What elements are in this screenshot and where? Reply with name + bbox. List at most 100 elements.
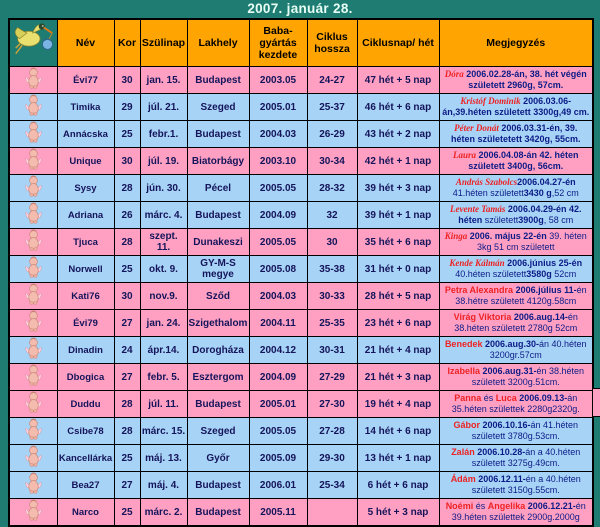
cell-ciklusnap-het: 46 hét + 6 nap bbox=[356, 93, 440, 122]
baby-name: Gábor bbox=[453, 420, 480, 431]
col-header-babagyartas: Baba-gyártás kezdete bbox=[248, 18, 308, 68]
cell-ciklusnap-het: 6 hét + 6 nap bbox=[356, 471, 440, 500]
cell-szulinap: febr. 5. bbox=[139, 363, 188, 392]
cell-ciklus-hossza: 27-30 bbox=[306, 390, 358, 419]
cell-megjegyzes: Noémi és Angelika 2006.12.21-én 39.héten… bbox=[438, 498, 594, 527]
cell-megjegyzes: Levente Tamás 2006.04.29-én 42. héten sz… bbox=[438, 201, 594, 230]
cell-nev: Unique bbox=[56, 147, 115, 176]
cell-babagyartas: 2005.05 bbox=[248, 228, 308, 257]
cell-ciklus-hossza: 24-27 bbox=[306, 66, 358, 95]
baby-name: Péter Donát bbox=[454, 123, 499, 134]
cherub-baby-icon bbox=[8, 363, 58, 392]
cell-lakhely: Pécel bbox=[186, 174, 250, 203]
col-header-lakhely: Lakhely bbox=[186, 18, 250, 68]
cell-nev: Tjuca bbox=[56, 228, 115, 257]
cell-szulinap: márc. 15. bbox=[139, 417, 188, 446]
note-text: án 35.héten születtek 2280g2320g. bbox=[451, 393, 580, 415]
babies-table: Név Kor Szülinap Lakhely Baba-gyártás ke… bbox=[8, 18, 594, 527]
cell-ciklus-hossza: 30-31 bbox=[306, 336, 358, 365]
note-text: 2006.04.29-én 42. héten bbox=[458, 204, 582, 226]
cell-lakhely: Dorogháza bbox=[186, 336, 250, 365]
cell-ciklus-hossza: 25-34 bbox=[306, 471, 358, 500]
cell-ciklusnap-het: 23 hét + 6 nap bbox=[356, 309, 440, 338]
cell-kor: 28 bbox=[113, 417, 141, 446]
note-text: 2006.02.28-án, 38. hét végén született 2… bbox=[463, 69, 587, 91]
cell-babagyartas: 2005.09 bbox=[248, 444, 308, 473]
cell-kor: 29 bbox=[113, 93, 141, 122]
cell-babagyartas: 2005.01 bbox=[248, 93, 308, 122]
baby-name: Laura bbox=[452, 150, 476, 161]
cell-nev: Narco bbox=[56, 498, 115, 527]
cell-lakhely: Győr bbox=[186, 444, 250, 473]
baby-name: Zalán bbox=[451, 447, 475, 458]
baby-name: Kinga bbox=[444, 231, 468, 242]
right-edge-artifact bbox=[593, 388, 600, 417]
cell-babagyartas: 2004.09 bbox=[248, 363, 308, 392]
cell-babagyartas: 2004.03 bbox=[248, 282, 308, 311]
header-row: Név Kor Szülinap Lakhely Baba-gyártás ke… bbox=[8, 18, 594, 68]
cherub-baby-icon bbox=[8, 282, 58, 311]
cell-szulinap: jún. 30. bbox=[139, 174, 188, 203]
baby-name: Panna bbox=[454, 393, 482, 404]
cell-nev: Csibe78 bbox=[56, 417, 115, 446]
cell-lakhely: Budapest bbox=[186, 66, 250, 95]
cell-kor: 25 bbox=[113, 255, 141, 284]
cell-megjegyzes: Benedek 2006.aug.30-án 40.héten 3200gr.5… bbox=[438, 336, 594, 365]
table-row: Unique 30 júl. 19. Biatorbágy 2003.10 30-34 42… bbox=[8, 147, 594, 176]
baby-name: Kristóf Dominik bbox=[460, 96, 521, 107]
cell-babagyartas: 2006.01 bbox=[248, 471, 308, 500]
cell-megjegyzes: Laura 2006.04.08-án 42. héten született … bbox=[438, 147, 594, 176]
cell-ciklus-hossza: 30-34 bbox=[306, 147, 358, 176]
table-row: Narco 25 márc. 2. Budapest 2005.11 5 hét + 3 … bbox=[8, 498, 594, 527]
note-text: án 40.héten 3200gr.57cm bbox=[489, 339, 587, 361]
cell-kor: 30 bbox=[113, 147, 141, 176]
cell-ciklusnap-het: 47 hét + 5 nap bbox=[356, 66, 440, 95]
note-text: 2006.03.06-án,39.héten született 3300g,4… bbox=[442, 96, 590, 118]
cell-babagyartas: 2005.05 bbox=[248, 417, 308, 446]
cell-lakhely: Szigethalom bbox=[186, 309, 250, 338]
cherub-baby-icon bbox=[8, 309, 58, 338]
cell-szulinap: máj. 4. bbox=[139, 471, 188, 500]
cell-kor: 28 bbox=[113, 390, 141, 419]
note-text: án 41.héten született 3780g.53cm. bbox=[471, 420, 579, 442]
cell-lakhely: Budapest bbox=[186, 471, 250, 500]
note-text: született bbox=[482, 215, 519, 226]
baby-name: Angelika bbox=[487, 501, 526, 512]
cell-kor: 30 bbox=[113, 66, 141, 95]
baby-name: Kende Kálmán bbox=[449, 258, 505, 269]
cell-kor: 27 bbox=[113, 363, 141, 392]
cell-megjegyzes: Ádám 2006.12.11-én a 40.héten született … bbox=[438, 471, 594, 500]
cell-ciklusnap-het: 43 hét + 2 nap bbox=[356, 120, 440, 149]
cell-megjegyzes: Dóra 2006.02.28-án, 38. hét végén szület… bbox=[438, 66, 594, 95]
cell-nev: Évi79 bbox=[56, 309, 115, 338]
note-text: 3580g bbox=[526, 269, 552, 280]
cell-megjegyzes: Petra Alexandra 2006.július 11-én 38.hét… bbox=[438, 282, 594, 311]
col-header-ciklusnap-het: Ciklusnap/ hét bbox=[356, 18, 440, 68]
table-row: Kati76 30 nov.9. Sződ 2004.03 30-33 28 hét + 5… bbox=[8, 282, 594, 311]
cell-lakhely: Budapest bbox=[186, 201, 250, 230]
cell-ciklus-hossza: 32 bbox=[306, 201, 358, 230]
cell-babagyartas: 2003.10 bbox=[248, 147, 308, 176]
note-text: én 38.hétre született 4120g.58cm bbox=[455, 285, 587, 307]
cell-szulinap: júl. 19. bbox=[139, 147, 188, 176]
note-text: 2006.03.31-én, 39. héten születetett 342… bbox=[450, 123, 581, 145]
note-text: 3430 g bbox=[523, 188, 552, 199]
cherub-baby-icon bbox=[8, 417, 58, 446]
col-header-szulinap: Szülinap bbox=[139, 18, 188, 68]
col-header-kor: Kor bbox=[113, 18, 141, 68]
cell-ciklus-hossza: 25-35 bbox=[306, 309, 358, 338]
col-header-megjegyzes: Megjegyzés bbox=[438, 18, 594, 68]
cell-ciklusnap-het: 19 hét + 4 nap bbox=[356, 390, 440, 419]
cell-nev: Duddu bbox=[56, 390, 115, 419]
col-header-ciklus-hossza: Ciklus hossza bbox=[306, 18, 358, 68]
note-text: 41.héten született bbox=[452, 188, 524, 199]
col-header-nev: Név bbox=[56, 18, 115, 68]
cherub-baby-icon bbox=[8, 174, 58, 203]
cell-babagyartas: 2004.09 bbox=[248, 201, 308, 230]
table-row: Dinadin 24 ápr.14. Dorogháza 2004.12 30-31 21 … bbox=[8, 336, 594, 365]
cell-babagyartas: 2004.03 bbox=[248, 120, 308, 149]
baby-name: Dóra bbox=[444, 69, 464, 80]
cell-szulinap: szept. 11. bbox=[139, 228, 188, 257]
baby-name: András Szabolcs bbox=[455, 177, 518, 188]
cell-megjegyzes: Péter Donát 2006.03.31-én, 39. héten szü… bbox=[438, 120, 594, 149]
